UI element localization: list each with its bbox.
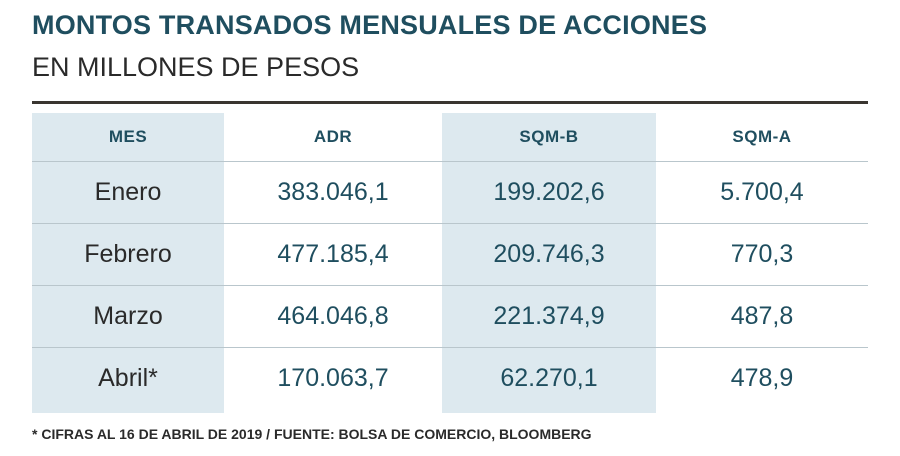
- value-cell: 477.185,4: [277, 239, 389, 268]
- row-divider: [32, 161, 868, 162]
- data-table: MES ADR SQM-B SQM-A Enero 383.046,1 199.202,6 5…: [32, 113, 868, 413]
- column-header: SQM-A: [732, 127, 792, 146]
- title-divider: [32, 101, 868, 104]
- value-cell: 199.202,6: [493, 177, 605, 206]
- footnote: * CIFRAS AL 16 DE ABRIL DE 2019 / FUENTE…: [32, 426, 592, 442]
- value-cell: 464.046,8: [277, 301, 389, 330]
- value-cell: 62.270,1: [500, 363, 598, 392]
- month-cell: Marzo: [93, 301, 163, 330]
- value-cell: 770,3: [730, 239, 794, 268]
- month-cell: Abril*: [98, 363, 158, 392]
- value-cell: 478,9: [730, 363, 794, 392]
- row-divider: [32, 223, 868, 224]
- value-cell: 383.046,1: [277, 177, 389, 206]
- month-cell: Enero: [94, 177, 162, 206]
- row-divider: [32, 347, 868, 348]
- value-cell: 209.746,3: [493, 239, 605, 268]
- column-header: SQM-B: [519, 127, 579, 146]
- chart-title: MONTOS TRANSADOS MENSUALES DE ACCIONES: [32, 10, 708, 40]
- value-cell: 221.374,9: [493, 301, 605, 330]
- column-header: MES: [108, 127, 148, 146]
- chart-subtitle: EN MILLONES DE PESOS: [32, 52, 360, 82]
- value-cell: 170.063,7: [277, 363, 389, 392]
- column-header: ADR: [313, 127, 353, 146]
- column-shade: [442, 113, 656, 413]
- value-cell: 5.700,4: [720, 177, 804, 206]
- column-shade: [32, 113, 224, 413]
- row-divider: [32, 285, 868, 286]
- value-cell: 487,8: [730, 301, 794, 330]
- month-cell: Febrero: [84, 239, 172, 268]
